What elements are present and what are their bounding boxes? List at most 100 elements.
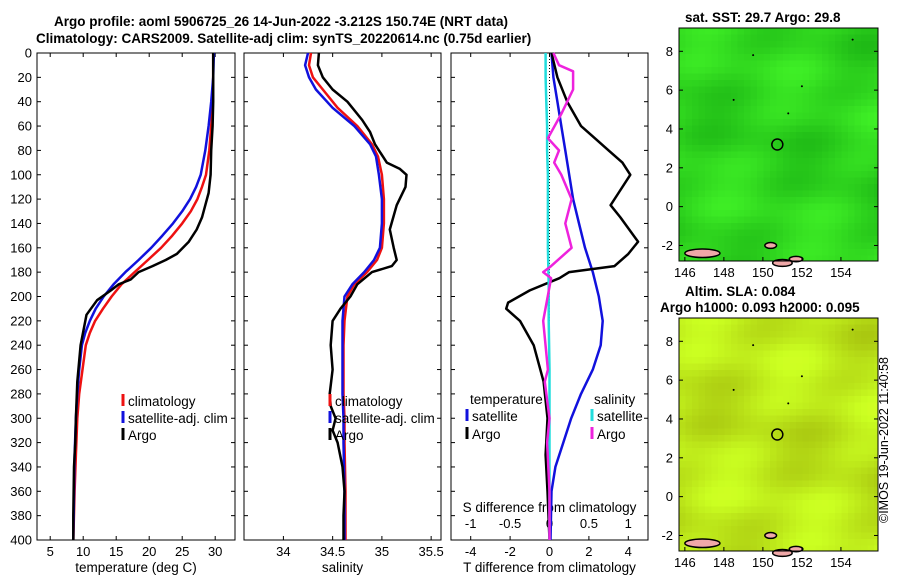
sst_map-cell bbox=[822, 34, 829, 42]
sst_map-cell bbox=[815, 236, 823, 243]
sla_map-cell bbox=[711, 513, 719, 520]
sst_map-cell bbox=[679, 41, 686, 48]
sla_map-cell bbox=[867, 519, 875, 527]
sst_map-cell bbox=[731, 236, 738, 243]
sla_map-cell bbox=[698, 344, 706, 351]
sst_map-cell bbox=[822, 99, 829, 107]
sst_map-cell bbox=[867, 171, 875, 178]
sla_map-ytick-label: 2 bbox=[666, 450, 673, 465]
temperature-ytick-label: 280 bbox=[10, 386, 32, 401]
sla_map-cell bbox=[685, 487, 693, 494]
sst_map-cell bbox=[815, 177, 823, 185]
sla_map-cell bbox=[874, 422, 879, 429]
sst_map-cell bbox=[867, 80, 875, 87]
sla_map-cell bbox=[776, 454, 784, 462]
land-island bbox=[684, 248, 721, 259]
sst_map-cell bbox=[770, 28, 777, 35]
sla_map-cell bbox=[770, 357, 777, 364]
sla_map-cell bbox=[711, 409, 719, 416]
sst_map-cell bbox=[731, 190, 738, 198]
sst_map-cell bbox=[757, 34, 764, 42]
sla_map-cell bbox=[750, 396, 758, 403]
sla_map-cell bbox=[731, 500, 738, 507]
sst_map-cell bbox=[841, 60, 849, 68]
sla_map-cell bbox=[744, 454, 751, 462]
sla_map-cell bbox=[770, 376, 777, 384]
sst_map-cell bbox=[867, 242, 875, 250]
salinity-xtick-label: 35.5 bbox=[418, 544, 443, 559]
sla_map-cell bbox=[802, 409, 810, 416]
sst_map-cell bbox=[874, 223, 879, 230]
sst_map-cell bbox=[705, 145, 712, 152]
sla_map-cell bbox=[809, 428, 816, 436]
sla_map-cell bbox=[854, 376, 862, 384]
sst_map-cell bbox=[724, 54, 732, 61]
sst_map-cell bbox=[802, 132, 810, 139]
sla_map-cell bbox=[692, 344, 699, 351]
sst_map-cell bbox=[705, 171, 712, 178]
sla_map-cell bbox=[815, 402, 823, 410]
sst_map-cell bbox=[835, 93, 842, 100]
sst_map-cell bbox=[802, 125, 810, 133]
sst_map-cell bbox=[763, 99, 771, 107]
sst_map-cell bbox=[809, 190, 816, 198]
sla_map-cell bbox=[737, 422, 745, 429]
sla_map-cell bbox=[802, 493, 810, 501]
sst_map-cell bbox=[809, 236, 816, 243]
sla_map-cell bbox=[861, 448, 868, 455]
sst_map-cell bbox=[718, 158, 725, 165]
sst_map-cell bbox=[835, 41, 842, 48]
sst_map-cell bbox=[757, 249, 764, 256]
sla_map-cell bbox=[757, 344, 764, 351]
sla_map-cell bbox=[737, 409, 745, 416]
sst_map-cell bbox=[861, 203, 868, 211]
sst_map-cell bbox=[783, 34, 790, 42]
sst_map-cell bbox=[848, 229, 855, 237]
sla_map-cell bbox=[711, 415, 719, 423]
sst_map-cell bbox=[828, 60, 836, 68]
sla_map-cell bbox=[867, 454, 875, 462]
sst_map-cell bbox=[822, 125, 829, 133]
sst_map-cell bbox=[867, 255, 875, 262]
sst_map-cell bbox=[711, 125, 719, 133]
sst_map-cell bbox=[698, 93, 706, 100]
sla_map-cell bbox=[854, 467, 862, 475]
sst_map-cell bbox=[828, 145, 836, 152]
sla_map-cell bbox=[698, 454, 706, 462]
sla_map-cell bbox=[692, 454, 699, 462]
sst_map-cell bbox=[770, 203, 777, 211]
sla_map-cell bbox=[796, 415, 803, 423]
sla_map-cell bbox=[711, 344, 719, 351]
sst_map-cell bbox=[815, 106, 823, 113]
sst_map-cell bbox=[776, 60, 784, 68]
sla_map-cell bbox=[809, 480, 816, 488]
sla_map-cell bbox=[718, 532, 725, 540]
small-island-dot bbox=[752, 344, 755, 347]
sla_map-cell bbox=[809, 422, 816, 429]
sst_map-cell bbox=[731, 119, 738, 126]
sla_map-cell bbox=[731, 532, 738, 540]
sla_map-cell bbox=[750, 370, 758, 377]
sla_map-cell bbox=[750, 506, 758, 514]
sst_map-cell bbox=[828, 67, 836, 74]
sla_map-cell bbox=[776, 435, 784, 442]
sla_map-cell bbox=[744, 461, 751, 468]
sst_map-cell bbox=[750, 138, 758, 146]
sst_map-cell bbox=[776, 119, 784, 126]
sst_map-cell bbox=[776, 54, 784, 61]
sla_map-cell bbox=[789, 409, 797, 416]
sst_map-cell bbox=[692, 54, 699, 61]
series-temperature-satellite bbox=[549, 52, 604, 541]
sst_map-cell bbox=[796, 112, 803, 120]
sst_map-cell bbox=[789, 28, 797, 35]
sst_map-cell bbox=[822, 67, 829, 74]
sla_map-cell bbox=[763, 344, 771, 351]
sla_map-cell bbox=[796, 513, 803, 520]
sla_map-cell bbox=[724, 357, 732, 364]
sla_map-cell bbox=[731, 396, 738, 403]
sla_map-cell bbox=[724, 337, 732, 345]
sla_map-cell bbox=[685, 474, 693, 481]
sla_map-cell bbox=[854, 454, 862, 462]
sla_map-cell bbox=[854, 513, 862, 520]
